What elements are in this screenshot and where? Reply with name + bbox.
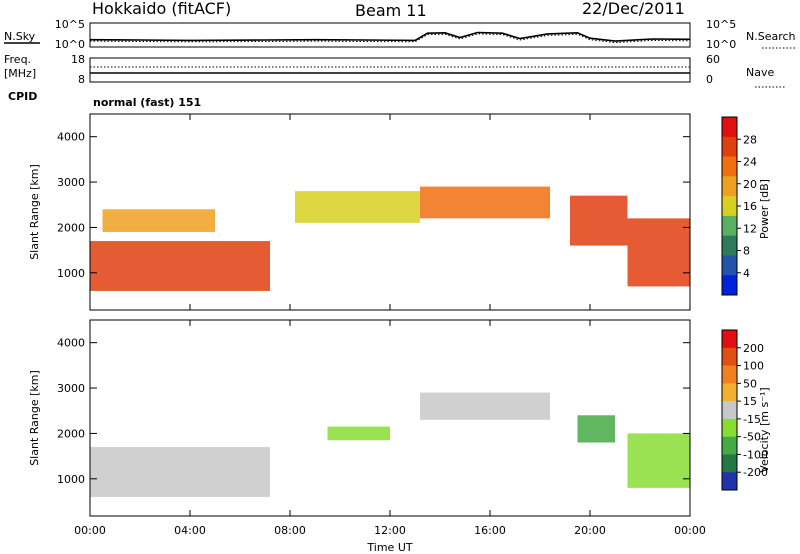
freq-panel-frame: [89, 57, 691, 83]
echo-region: [577, 415, 615, 443]
velocity-range-ticks: 1000 2000 3000 4000: [57, 337, 690, 486]
colorbar-swatch: [722, 176, 737, 197]
noise-right-tick-top: 10^5: [706, 18, 736, 31]
velocity-colorbar: 200 100 50 15 -15 -50 -100 -200: [721, 329, 768, 491]
power-colorbar: 4 8 12 16 20 24 28: [721, 116, 757, 296]
noise-search-series: [89, 33, 691, 44]
colorbar-tick-label: 16: [743, 200, 757, 213]
echo-region: [327, 426, 390, 441]
echo-region: [295, 191, 420, 223]
noise-left-tick-top: 10^5: [55, 18, 85, 31]
echo-region: [420, 186, 550, 219]
colorbar-swatch: [722, 436, 737, 455]
colorbar-tick-label: -100: [743, 448, 768, 461]
noise-left-tick-bottom: 10^0: [55, 38, 85, 51]
noise-panel-frame: [89, 22, 691, 48]
colorbar-tick-label: 100: [743, 360, 764, 373]
colorbar-swatch: [722, 365, 737, 384]
colorbar-swatch: [722, 255, 737, 276]
range-tick-label: 4000: [57, 337, 85, 350]
colorbar-swatch: [722, 383, 737, 402]
colorbar-tick-label: 15: [743, 395, 757, 408]
cpid-value: normal (fast) 151: [93, 96, 201, 109]
colorbar-swatch: [722, 347, 737, 367]
power-range-axis-label: Slant Range [km]: [28, 164, 41, 260]
colorbar-swatch: [722, 472, 737, 491]
colorbar-tick-label: -15: [743, 413, 761, 426]
beam-title: Beam 11: [355, 1, 427, 20]
time-tick-label: 00:00: [74, 524, 106, 537]
freq-left-label: Freq.: [4, 53, 31, 66]
time-tick-label: 00:00: [674, 524, 706, 537]
colorbar-tick-label: 28: [743, 133, 757, 146]
colorbar-swatch: [722, 235, 737, 256]
station-title: Hokkaido (fitACF): [92, 0, 231, 18]
colorbar-swatch: [722, 156, 737, 177]
colorbar-swatch: [722, 401, 737, 420]
freq-left-unit: [MHz]: [4, 67, 36, 80]
colorbar-tick-label: -200: [743, 466, 768, 479]
echo-region: [570, 195, 628, 246]
power-range-ticks: 1000 2000 3000 4000: [57, 131, 690, 280]
time-tick-label: 16:00: [474, 524, 506, 537]
freq-right-tick-bottom: 0: [706, 73, 713, 86]
echo-region: [420, 392, 550, 420]
echo-region: [627, 218, 690, 287]
time-tick-label: 12:00: [374, 524, 406, 537]
colorbar-frame: [721, 329, 738, 491]
noise-left-label: N.Sky: [4, 30, 36, 43]
colorbar-tick-label: 20: [743, 178, 757, 191]
range-tick-label: 4000: [57, 131, 85, 144]
power-echo-layer: [90, 186, 690, 291]
colorbar-tick-label: 24: [743, 156, 757, 169]
echo-region: [102, 209, 215, 232]
colorbar-swatch: [722, 117, 737, 138]
colorbar-swatch: [722, 330, 737, 349]
colorbar-tick-label: 8: [743, 245, 750, 258]
noise-right-label: N.Search: [746, 30, 796, 43]
freq-left-tick-bottom: 8: [78, 73, 85, 86]
colorbar-tick-label: 50: [743, 377, 757, 390]
time-tick-label: 20:00: [574, 524, 606, 537]
colorbar-swatch: [722, 418, 737, 438]
range-tick-label: 1000: [57, 267, 85, 280]
range-tick-label: 2000: [57, 221, 85, 234]
range-tick-label: 3000: [57, 382, 85, 395]
colorbar-tick-label: 12: [743, 222, 757, 235]
time-axis-label: Time UT: [366, 541, 412, 554]
colorbar-tick-label: -50: [743, 431, 761, 444]
nave-label: Nave: [746, 66, 774, 79]
date-title: 22/Dec/2011: [582, 0, 685, 18]
colorbar-swatch: [722, 196, 737, 217]
colorbar-swatch: [722, 275, 737, 296]
cpid-label: CPID: [8, 90, 37, 103]
power-colorbar-label: Power [dB]: [758, 179, 771, 239]
range-tick-label: 2000: [57, 427, 85, 440]
velocity-range-axis-label: Slant Range [km]: [28, 370, 41, 466]
time-axis: 00:00 04:00 08:00 12:00 16:00 20:00 00:00: [74, 114, 706, 537]
colorbar-tick-label: 4: [743, 267, 750, 280]
echo-region: [90, 447, 270, 497]
echo-region: [627, 433, 690, 488]
range-tick-label: 3000: [57, 176, 85, 189]
velocity-echo-layer: [90, 392, 690, 497]
colorbar-swatch: [722, 215, 737, 237]
time-tick-label: 04:00: [174, 524, 206, 537]
colorbar-tick-label: 200: [743, 342, 764, 355]
range-tick-label: 1000: [57, 473, 85, 486]
noise-sky-series: [89, 31, 691, 42]
freq-right-tick-top: 60: [706, 53, 720, 66]
colorbar-swatch: [722, 454, 737, 473]
time-tick-label: 08:00: [274, 524, 306, 537]
echo-region: [90, 241, 270, 291]
colorbar-swatch: [722, 136, 737, 158]
velocity-colorbar-label: Velocity [m s⁻¹]: [758, 387, 771, 472]
noise-right-tick-bottom: 10^0: [706, 38, 736, 51]
freq-left-tick-top: 18: [71, 53, 85, 66]
